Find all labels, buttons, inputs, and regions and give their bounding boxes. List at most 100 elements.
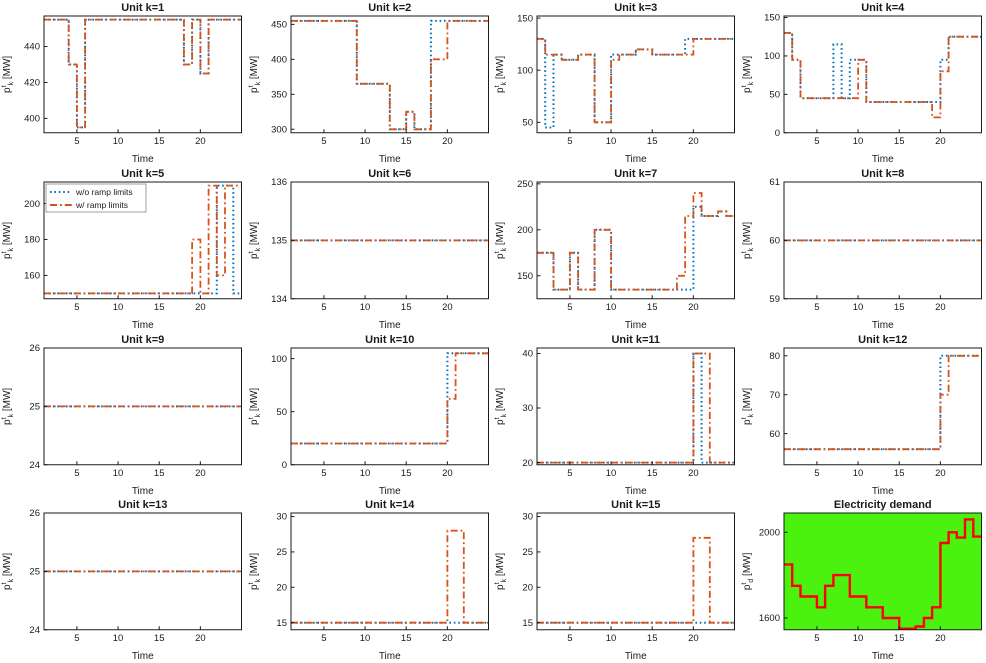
x-axis-label: Time	[625, 154, 647, 165]
y-axis-label: ptk [MW]	[248, 56, 262, 93]
y-axis-label: ptk [MW]	[248, 553, 262, 590]
subplot-unit-k4: 5 10 15 20 0 50 100 150 Unit k=4 Time ptk [MW]	[740, 0, 986, 166]
y-tick-label: 420	[24, 78, 40, 89]
chart-unit-k7: 5 10 15 20 150 200 250 Unit k=7 Time ptk [MW]	[494, 168, 735, 331]
series-line-w-o-ramp-limits	[783, 354, 981, 450]
y-tick-label: 15	[276, 618, 287, 629]
chart-unit-k1: 5 10 15 20 400 420 440 Unit k=1 Time ptk [MW]	[1, 2, 242, 165]
chart-unit-k12: 5 10 15 20 60 70 80 Unit k=12 Time ptk [MW]	[741, 334, 982, 496]
chart-unit-k6: 5 10 15 20 134 135 136 Unit k=6 Time ptk [MW]	[248, 168, 489, 331]
subplot-electricity-demand: 5 10 15 20 1600 2000 Electricity demand Time ptd…	[740, 497, 986, 663]
y-tick-label: 134	[271, 294, 287, 305]
subplot-unit-k12: 5 10 15 20 60 70 80 Unit k=12 Time ptk [MW]	[740, 332, 986, 498]
y-tick-label: 25	[29, 401, 40, 412]
series-line-demand	[783, 518, 981, 631]
x-tick-label: 5	[74, 467, 79, 478]
y-tick-label: 80	[769, 350, 780, 361]
subplot-unit-k1: 5 10 15 20 400 420 440 Unit k=1 Time ptk [MW]	[0, 0, 247, 166]
y-tick-label: 440	[24, 42, 40, 53]
x-tick-label: 15	[400, 633, 411, 644]
chart-title: Unit k=9	[121, 334, 164, 346]
y-tick-label: 2000	[758, 528, 779, 539]
x-tick-label: 5	[74, 633, 79, 644]
series-line-w-ramp-limits	[783, 32, 981, 119]
axis-box	[536, 512, 735, 631]
y-tick-label: 30	[276, 512, 287, 523]
y-tick-label: 70	[769, 389, 780, 400]
y-tick-label: 60	[769, 428, 780, 439]
x-tick-label: 5	[321, 302, 326, 313]
y-tick-label: 61	[769, 177, 780, 188]
y-tick-label: 50	[769, 90, 780, 101]
x-tick-label: 5	[74, 302, 79, 313]
y-tick-label: 30	[522, 403, 533, 414]
x-tick-label: 5	[567, 136, 572, 147]
chart-title: Unit k=14	[365, 499, 415, 511]
x-tick-label: 5	[814, 136, 819, 147]
y-tick-label: 1600	[758, 613, 779, 624]
x-axis-label: Time	[625, 651, 647, 662]
subplot-unit-k10: 5 10 15 20 0 50 100 Unit k=10 Time ptk [MW]	[247, 332, 494, 498]
y-axis-label: ptk [MW]	[1, 221, 15, 258]
x-tick-label: 20	[935, 302, 946, 313]
x-tick-label: 15	[154, 136, 165, 147]
y-tick-label: 20	[276, 583, 287, 594]
x-tick-label: 20	[195, 136, 206, 147]
y-tick-label: 150	[764, 13, 780, 24]
x-axis-label: Time	[378, 485, 400, 496]
axis-box	[783, 15, 982, 134]
y-tick-label: 100	[271, 353, 287, 364]
x-tick-label: 20	[195, 302, 206, 313]
series-line-w-o-ramp-limits	[44, 18, 242, 129]
chart-unit-k3: 5 10 15 20 50 100 150 Unit k=3 Time ptk [MW]	[494, 2, 735, 165]
x-tick-label: 5	[814, 467, 819, 478]
series-line-w-ramp-limits	[537, 537, 735, 624]
x-axis-label: Time	[378, 320, 400, 331]
axis-box	[290, 512, 489, 631]
chart-title: Unit k=8	[861, 168, 904, 180]
x-axis-label: Time	[625, 320, 647, 331]
y-tick-label: 150	[517, 271, 533, 282]
chart-title: Electricity demand	[833, 499, 931, 511]
y-tick-label: 20	[522, 457, 533, 468]
y-axis-label: ptk [MW]	[1, 56, 15, 93]
chart-unit-k10: 5 10 15 20 0 50 100 Unit k=10 Time ptk [MW]	[248, 334, 489, 496]
x-tick-label: 10	[113, 136, 124, 147]
series-line-w-ramp-limits	[44, 18, 242, 129]
chart-unit-k11: 5 10 15 20 20 30 40 Unit k=11 Time ptk [MW]	[494, 334, 735, 496]
x-tick-label: 20	[442, 302, 453, 313]
y-tick-label: 450	[271, 20, 287, 31]
x-tick-label: 20	[935, 467, 946, 478]
chart-title: Unit k=2	[368, 2, 411, 14]
x-axis-label: Time	[378, 651, 400, 662]
chart-title: Unit k=15	[611, 499, 660, 511]
x-axis-label: Time	[871, 651, 893, 662]
chart-unit-k14: 5 10 15 20 15 20 25 30 Unit k=14 Time ptk [MW]	[248, 499, 489, 662]
y-tick-label: 350	[271, 89, 287, 100]
x-tick-label: 5	[321, 136, 326, 147]
chart-title: Unit k=13	[118, 499, 167, 511]
x-tick-label: 20	[442, 136, 453, 147]
axis-box	[43, 181, 242, 299]
x-tick-label: 15	[893, 302, 904, 313]
y-axis-label: ptk [MW]	[741, 387, 755, 424]
y-axis-label: ptk [MW]	[1, 553, 15, 590]
y-tick-label: 50	[522, 118, 533, 129]
x-tick-label: 20	[195, 467, 206, 478]
x-axis-label: Time	[132, 154, 154, 165]
x-tick-label: 5	[567, 302, 572, 313]
x-tick-label: 20	[442, 633, 453, 644]
x-tick-label: 10	[359, 467, 370, 478]
y-tick-label: 0	[774, 128, 779, 139]
chart-unit-k9: 5 10 15 20 24 25 26 Unit k=9 Time ptk [MW]	[1, 334, 242, 496]
chart-unit-k8: 5 10 15 20 59 60 61 Unit k=8 Time ptk [MW]	[741, 168, 982, 331]
chart-title: Unit k=11	[611, 334, 660, 346]
axis-box	[290, 15, 489, 134]
subplot-unit-k13: 5 10 15 20 24 25 26 Unit k=13 Time ptk [MW]	[0, 497, 247, 663]
series-line-w-ramp-limits	[290, 20, 488, 131]
x-tick-label: 20	[688, 302, 699, 313]
y-tick-label: 59	[769, 294, 780, 305]
series-line-w-ramp-limits	[537, 38, 735, 124]
chart-title: Unit k=6	[368, 168, 411, 180]
y-tick-label: 25	[29, 567, 40, 578]
